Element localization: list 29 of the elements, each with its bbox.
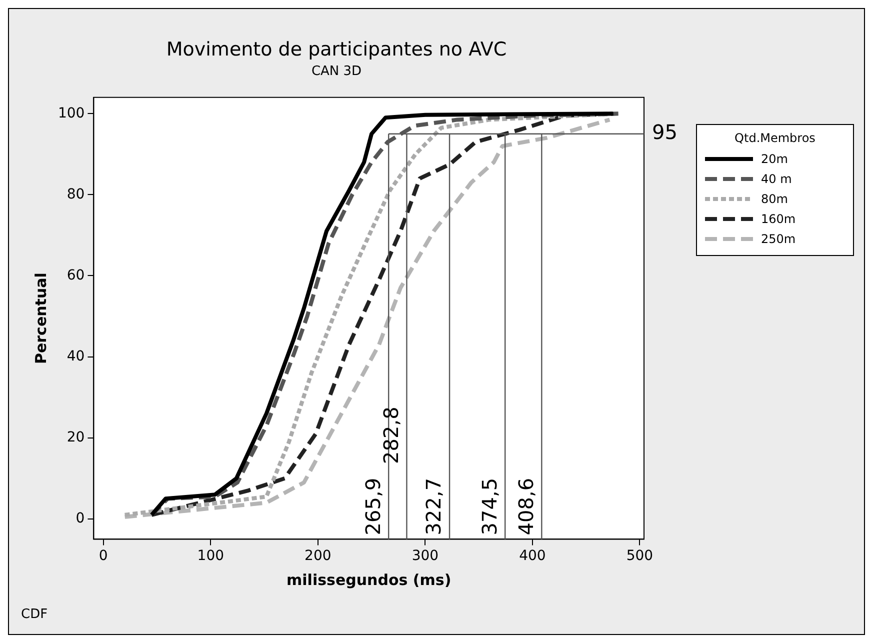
y-axis-title: Percentual (32, 272, 50, 364)
x-axis-title: milissegundos (ms) (286, 570, 452, 589)
chart-title: Movimento de participantes no AVC (166, 38, 507, 60)
legend-label: 20m (761, 152, 788, 166)
y-tick-label: 20 (66, 430, 85, 446)
legend-label: 250m (761, 232, 796, 246)
ref-line-label: 374,5 (477, 478, 502, 536)
text: CDF (21, 607, 48, 622)
legend-label: 160m (761, 212, 796, 226)
y-tick-label: 60 (66, 267, 85, 284)
legend-title: Qtd.Membros (734, 131, 816, 145)
y-tick-label: 0 (76, 510, 85, 527)
x-tick-label: 100 (197, 548, 224, 564)
x-tick-label: 400 (519, 548, 546, 564)
y-tick-label: 40 (66, 348, 85, 364)
x-tick-label: 500 (626, 548, 654, 564)
ref-line-label: 265,9 (360, 478, 385, 536)
ref-line-label: 282,8 (378, 406, 403, 464)
x-tick-label: 200 (304, 548, 332, 564)
ref-line-label: 95 (652, 120, 678, 144)
legend-label: 80m (761, 192, 788, 206)
y-tick-label: 100 (58, 105, 85, 122)
ref-line-label: 408,6 (514, 478, 538, 536)
x-tick-label: 300 (412, 548, 439, 564)
legend-label: 40 m (761, 172, 792, 186)
y-tick-label: 80 (66, 186, 85, 202)
x-tick-label: 0 (98, 548, 108, 564)
ref-line-label: 322,7 (422, 478, 446, 536)
chart-subtitle: CAN 3D (311, 64, 362, 79)
